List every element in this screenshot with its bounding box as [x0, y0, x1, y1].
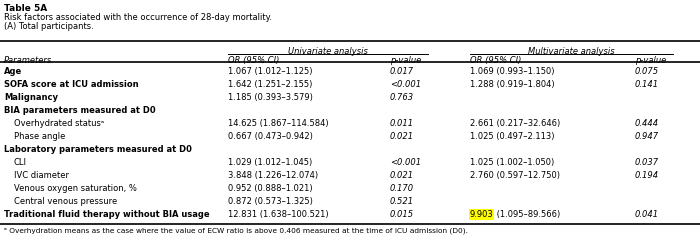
Text: 0.170: 0.170	[390, 184, 414, 193]
Text: 1.069 (0.993–1.150): 1.069 (0.993–1.150)	[470, 67, 554, 76]
Text: 0.015: 0.015	[390, 210, 414, 219]
Text: 0.667 (0.473–0.942): 0.667 (0.473–0.942)	[228, 132, 313, 141]
Text: 1.067 (1.012–1.125): 1.067 (1.012–1.125)	[228, 67, 312, 76]
Text: 2.760 (0.597–12.750): 2.760 (0.597–12.750)	[470, 171, 560, 180]
Text: p-value: p-value	[635, 56, 666, 65]
Text: 14.625 (1.867–114.584): 14.625 (1.867–114.584)	[228, 119, 328, 128]
Text: Univariate analysis: Univariate analysis	[288, 47, 368, 56]
Text: <0.001: <0.001	[390, 158, 421, 167]
Text: Age: Age	[4, 67, 22, 76]
Text: 1.025 (1.002–1.050): 1.025 (1.002–1.050)	[470, 158, 554, 167]
Text: 0.521: 0.521	[390, 197, 414, 206]
Text: 1.288 (0.919–1.804): 1.288 (0.919–1.804)	[470, 80, 554, 89]
Text: 0.011: 0.011	[390, 119, 414, 128]
Text: 0.872 (0.573–1.325): 0.872 (0.573–1.325)	[228, 197, 313, 206]
Text: 1.025 (0.497–2.113): 1.025 (0.497–2.113)	[470, 132, 554, 141]
Text: Malignancy: Malignancy	[4, 93, 58, 102]
Text: SOFA score at ICU admission: SOFA score at ICU admission	[4, 80, 139, 89]
Text: 9.903: 9.903	[470, 210, 494, 219]
Text: 0.021: 0.021	[390, 171, 414, 180]
Text: 0.017: 0.017	[390, 67, 414, 76]
Text: IVC diameter: IVC diameter	[14, 171, 69, 180]
Text: Phase angle: Phase angle	[14, 132, 65, 141]
Text: 0.075: 0.075	[635, 67, 659, 76]
Text: 3.848 (1.226–12.074): 3.848 (1.226–12.074)	[228, 171, 318, 180]
Text: OR (95% CI): OR (95% CI)	[470, 56, 522, 65]
Text: BIA parameters measured at D0: BIA parameters measured at D0	[4, 106, 155, 115]
Text: 0.021: 0.021	[390, 132, 414, 141]
Text: Table 5A: Table 5A	[4, 4, 48, 13]
Text: Central venous pressure: Central venous pressure	[14, 197, 118, 206]
Text: Risk factors associated with the occurrence of 28-day mortality.: Risk factors associated with the occurre…	[4, 13, 272, 22]
Text: <0.001: <0.001	[390, 80, 421, 89]
Text: p-value: p-value	[390, 56, 421, 65]
Text: 0.194: 0.194	[635, 171, 659, 180]
Text: 2.661 (0.217–32.646): 2.661 (0.217–32.646)	[470, 119, 560, 128]
Text: Laboratory parameters measured at D0: Laboratory parameters measured at D0	[4, 145, 192, 154]
Text: (A) Total participants.: (A) Total participants.	[4, 22, 94, 31]
Text: ᵃ Overhydration means as the case where the value of ECW ratio is above 0.406 me: ᵃ Overhydration means as the case where …	[4, 227, 468, 233]
Text: Overhydrated statusᵃ: Overhydrated statusᵃ	[14, 119, 104, 128]
Text: CLI: CLI	[14, 158, 27, 167]
Text: 0.952 (0.888–1.021): 0.952 (0.888–1.021)	[228, 184, 313, 193]
Text: OR (95% CI): OR (95% CI)	[228, 56, 279, 65]
Text: Multivariate analysis: Multivariate analysis	[528, 47, 615, 56]
Text: 0.947: 0.947	[635, 132, 659, 141]
Text: 1.185 (0.393–3.579): 1.185 (0.393–3.579)	[228, 93, 313, 102]
Text: 1.029 (1.012–1.045): 1.029 (1.012–1.045)	[228, 158, 312, 167]
Text: (1.095–89.566): (1.095–89.566)	[494, 210, 560, 219]
Text: Traditional fluid therapy without BIA usage: Traditional fluid therapy without BIA us…	[4, 210, 209, 219]
Text: 0.141: 0.141	[635, 80, 659, 89]
Text: 0.444: 0.444	[635, 119, 659, 128]
Text: Parameters: Parameters	[4, 56, 52, 65]
Text: Venous oxygen saturation, %: Venous oxygen saturation, %	[14, 184, 137, 193]
Text: 0.763: 0.763	[390, 93, 414, 102]
Text: 12.831 (1.638–100.521): 12.831 (1.638–100.521)	[228, 210, 328, 219]
Text: 0.037: 0.037	[635, 158, 659, 167]
Text: 1.642 (1.251–2.155): 1.642 (1.251–2.155)	[228, 80, 312, 89]
Text: 0.041: 0.041	[635, 210, 659, 219]
